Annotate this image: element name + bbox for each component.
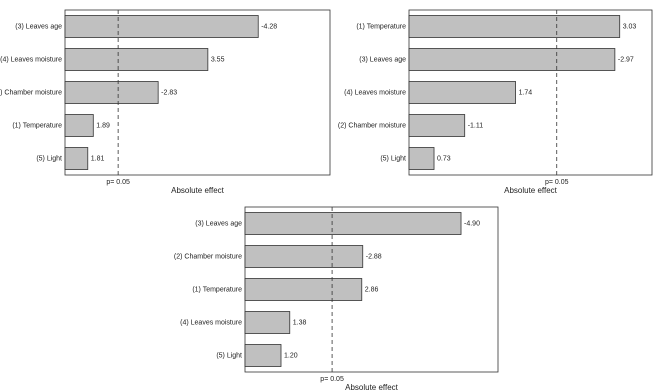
x-axis-label: Absolute effect — [504, 186, 558, 195]
category-label: (4) Leaves moisture — [180, 319, 242, 326]
bar — [408, 15, 621, 38]
value-label: 3.55 — [211, 56, 225, 63]
category-label: (2) Chamber moisture — [174, 253, 242, 260]
category-label: (2) Chamber moisture — [0, 89, 62, 96]
value-label: 1.38 — [293, 319, 307, 326]
bar — [64, 147, 89, 170]
category-label: (1) Temperature — [192, 286, 242, 293]
value-label: -4.90 — [464, 220, 480, 227]
value-label: -4.28 — [261, 23, 277, 30]
value-label: -1.11 — [468, 122, 484, 129]
category-label: (5) Light — [380, 155, 406, 162]
value-label: 1.20 — [284, 352, 298, 359]
category-label: (3) Leaves age — [359, 56, 406, 63]
category-label: (5) Light — [216, 352, 242, 359]
value-label: 1.89 — [96, 122, 110, 129]
category-label: (5) Light — [36, 155, 62, 162]
bar — [244, 245, 364, 268]
bar — [244, 311, 291, 334]
x-axis-label: Absolute effect — [345, 383, 399, 392]
p-line-label: p= 0.05 — [545, 179, 569, 186]
bar — [244, 278, 363, 301]
bar — [408, 114, 466, 137]
bar — [244, 344, 282, 367]
category-label: (1) Temperature — [356, 23, 406, 30]
bar — [64, 48, 209, 71]
value-label: 0.73 — [437, 155, 451, 162]
p-line-label: p= 0.05 — [106, 179, 130, 186]
category-label: (4) Leaves moisture — [344, 89, 406, 96]
bar — [64, 114, 94, 137]
value-label: 1.74 — [519, 89, 533, 96]
value-label: 2.86 — [365, 286, 379, 293]
value-label: -2.97 — [618, 56, 634, 63]
x-axis-label: Absolute effect — [171, 186, 225, 195]
bar — [408, 147, 435, 170]
p-line-label: p= 0.05 — [320, 376, 344, 383]
value-label: -2.83 — [161, 89, 177, 96]
value-label: -2.88 — [366, 253, 382, 260]
category-label: (2) Chamber moisture — [338, 122, 406, 129]
bar — [64, 81, 159, 104]
value-label: 3.03 — [623, 23, 637, 30]
value-label: 1.81 — [91, 155, 105, 162]
bar — [408, 48, 616, 71]
category-label: (1) Temperature — [12, 122, 62, 129]
bar — [64, 15, 259, 38]
category-label: (3) Leaves age — [15, 23, 62, 30]
bar — [408, 81, 516, 104]
bar — [244, 212, 462, 235]
category-label: (3) Leaves age — [195, 220, 242, 227]
category-label: (4) Leaves moisture — [0, 56, 62, 63]
